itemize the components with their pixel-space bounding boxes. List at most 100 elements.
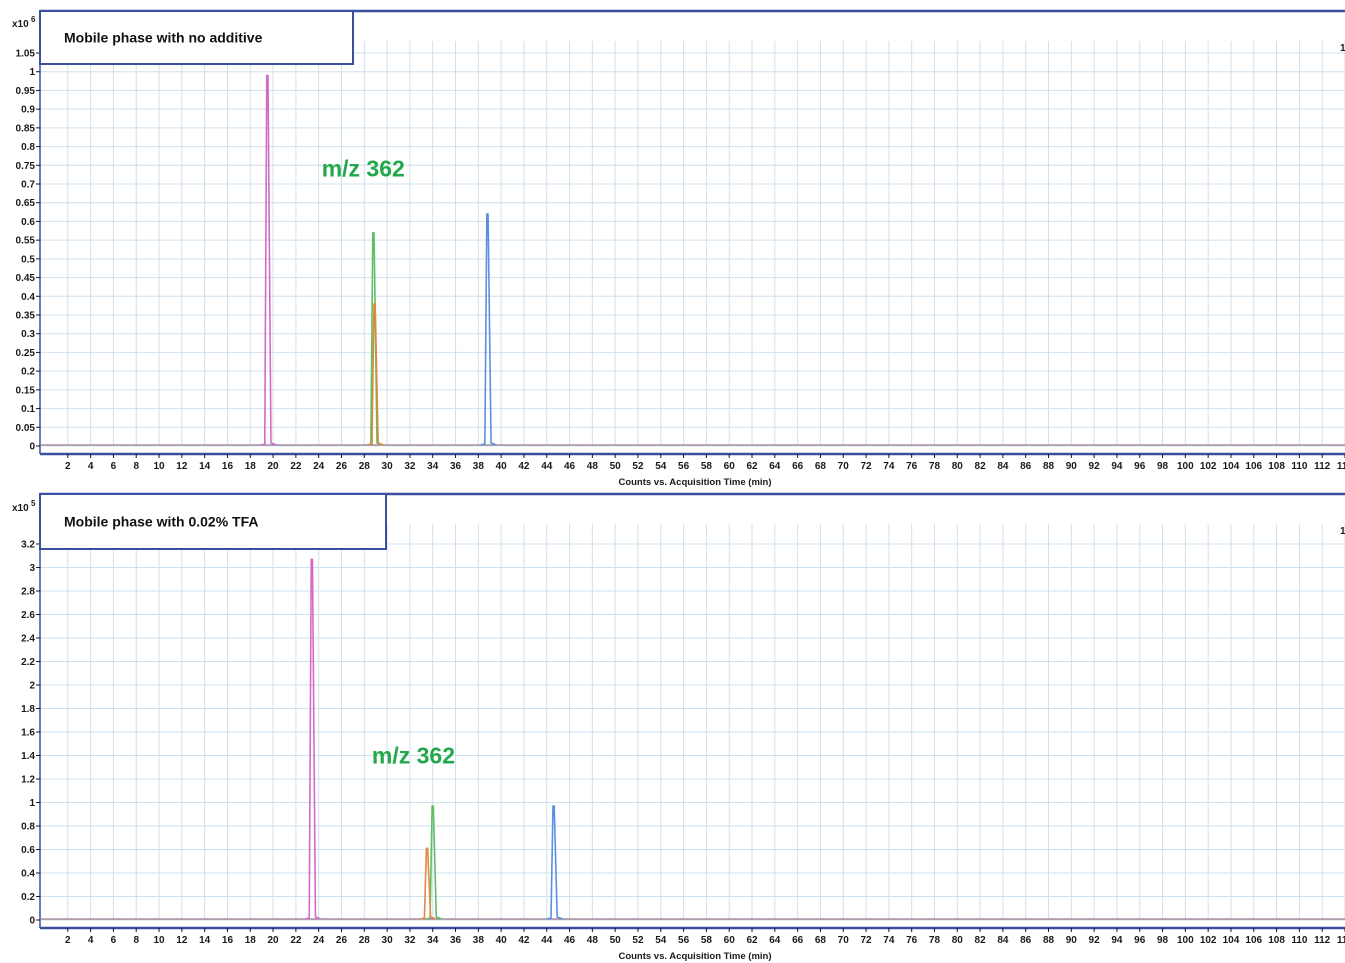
x-tick-label: 40 xyxy=(496,461,508,472)
y-tick-label: 0.45 xyxy=(16,273,36,284)
y-tick-label: 2.6 xyxy=(21,610,35,621)
x-tick-label: 38 xyxy=(473,461,485,472)
x-tick-label: 4 xyxy=(88,935,94,946)
y-tick-label: 0.35 xyxy=(16,311,36,322)
series-peak-3 xyxy=(367,302,384,446)
x-tick-label: 54 xyxy=(655,935,667,946)
x-tick-label: 10 xyxy=(153,461,165,472)
corner-label: 1 xyxy=(1340,526,1345,537)
x-tick-label: 48 xyxy=(587,461,599,472)
y-tick-label: 0.55 xyxy=(16,236,36,247)
y-tick-label: 2.8 xyxy=(21,587,35,598)
x-tick-label: 74 xyxy=(883,461,895,472)
x-tick-label: 54 xyxy=(655,461,667,472)
x-tick-label: 8 xyxy=(133,935,139,946)
y-tick-label: 0.2 xyxy=(21,367,35,378)
x-tick-label: 6 xyxy=(111,461,117,472)
mz-annotation: m/z 362 xyxy=(322,156,405,182)
x-tick-label: 30 xyxy=(382,461,394,472)
x-tick-label: 66 xyxy=(792,461,804,472)
y-tick-label: 1.4 xyxy=(21,751,35,762)
series-peak-3 xyxy=(419,847,437,920)
y-tick-label: 0.3 xyxy=(21,329,35,340)
y-tick-label: 1.8 xyxy=(21,704,35,715)
y-tick-label: 1 xyxy=(29,67,35,78)
x-tick-label: 106 xyxy=(1245,935,1262,946)
x-tick-label: 90 xyxy=(1066,461,1078,472)
x-tick-label: 24 xyxy=(313,935,325,946)
x-tick-label: 72 xyxy=(860,461,872,472)
x-tick-label: 44 xyxy=(541,461,553,472)
y-tick-label: 0.9 xyxy=(21,105,35,116)
x-tick-label: 96 xyxy=(1134,935,1146,946)
y-tick-label: 0.25 xyxy=(16,348,36,359)
y-tick-label: 0.05 xyxy=(16,423,36,434)
x-axis-label: Counts vs. Acquisition Time (min) xyxy=(618,951,771,962)
x-tick-label: 110 xyxy=(1291,935,1308,946)
x-tick-label: 30 xyxy=(382,935,394,946)
x-tick-label: 22 xyxy=(290,461,302,472)
chart-panel-1: 0 0.05 0.1 0.15 0.2 0.25 0.3 0.35 0.4 0.45 0.5 0.55… xyxy=(12,9,1345,488)
y-scale-label: x10 xyxy=(12,503,29,514)
x-tick-label: 110 xyxy=(1291,461,1308,472)
x-tick-label: 52 xyxy=(632,935,644,946)
x-tick-label: 6 xyxy=(111,935,117,946)
x-tick-label: 34 xyxy=(427,461,439,472)
x-tick-label: 108 xyxy=(1268,935,1285,946)
x-tick-label: 62 xyxy=(746,461,758,472)
y-tick-label: 0.95 xyxy=(16,86,36,97)
x-tick-label: 96 xyxy=(1134,461,1146,472)
x-tick-label: 112 xyxy=(1314,935,1331,946)
x-tick-label: 18 xyxy=(245,461,257,472)
x-tick-label: 76 xyxy=(906,935,918,946)
x-tick-label: 94 xyxy=(1111,461,1123,472)
x-tick-label: 28 xyxy=(359,935,371,946)
y-tick-label: 0.4 xyxy=(21,869,35,880)
x-tick-label: 112 xyxy=(1314,461,1331,472)
x-tick-label: 104 xyxy=(1223,461,1240,472)
y-tick-label: 2 xyxy=(29,681,35,692)
y-tick-label: 0.4 xyxy=(21,292,35,303)
x-tick-label: 60 xyxy=(724,935,736,946)
x-tick-label: 12 xyxy=(176,461,188,472)
title-box xyxy=(39,493,387,550)
x-tick-label: 4 xyxy=(88,461,94,472)
x-tick-label: 78 xyxy=(929,935,941,946)
y-tick-label: 0.85 xyxy=(16,123,36,134)
x-tick-label: 98 xyxy=(1157,935,1169,946)
x-tick-label: 22 xyxy=(290,935,302,946)
x-tick-label: 26 xyxy=(336,461,348,472)
y-tick-label: 0.7 xyxy=(21,180,35,191)
x-tick-label: 12 xyxy=(176,935,188,946)
series-peak-2 xyxy=(366,231,383,446)
x-tick-label: 104 xyxy=(1223,935,1240,946)
y-tick-label: 2.2 xyxy=(21,657,35,668)
x-tick-label: 90 xyxy=(1066,935,1078,946)
x-tick-label: 34 xyxy=(427,935,439,946)
x-tick-label: 52 xyxy=(632,461,644,472)
y-tick-label: 0.75 xyxy=(16,161,36,172)
y-tick-label: 0.5 xyxy=(21,254,35,265)
y-tick-label: 0.6 xyxy=(21,217,35,228)
x-tick-label: 92 xyxy=(1089,461,1101,472)
x-tick-label: 64 xyxy=(769,935,781,946)
y-tick-label: 3 xyxy=(29,563,35,574)
x-axis-label: Counts vs. Acquisition Time (min) xyxy=(618,477,771,488)
x-tick-label: 48 xyxy=(587,935,599,946)
x-tick-label: 56 xyxy=(678,935,690,946)
y-tick-label: 0 xyxy=(29,916,35,927)
x-tick-label: 86 xyxy=(1020,461,1032,472)
x-tick-label: 70 xyxy=(838,461,850,472)
y-tick-label: 2.4 xyxy=(21,634,35,645)
x-tick-label: 56 xyxy=(678,461,690,472)
x-tick-label: 36 xyxy=(450,461,462,472)
x-tick-label: 28 xyxy=(359,461,371,472)
x-tick-label: 86 xyxy=(1020,935,1032,946)
panel-title: Mobile phase with no additive xyxy=(64,30,263,46)
x-tick-label: 50 xyxy=(610,935,622,946)
x-tick-label: 88 xyxy=(1043,461,1055,472)
x-tick-label: 100 xyxy=(1177,461,1194,472)
y-tick-label: 3.2 xyxy=(21,540,35,551)
x-tick-label: 82 xyxy=(975,461,987,472)
